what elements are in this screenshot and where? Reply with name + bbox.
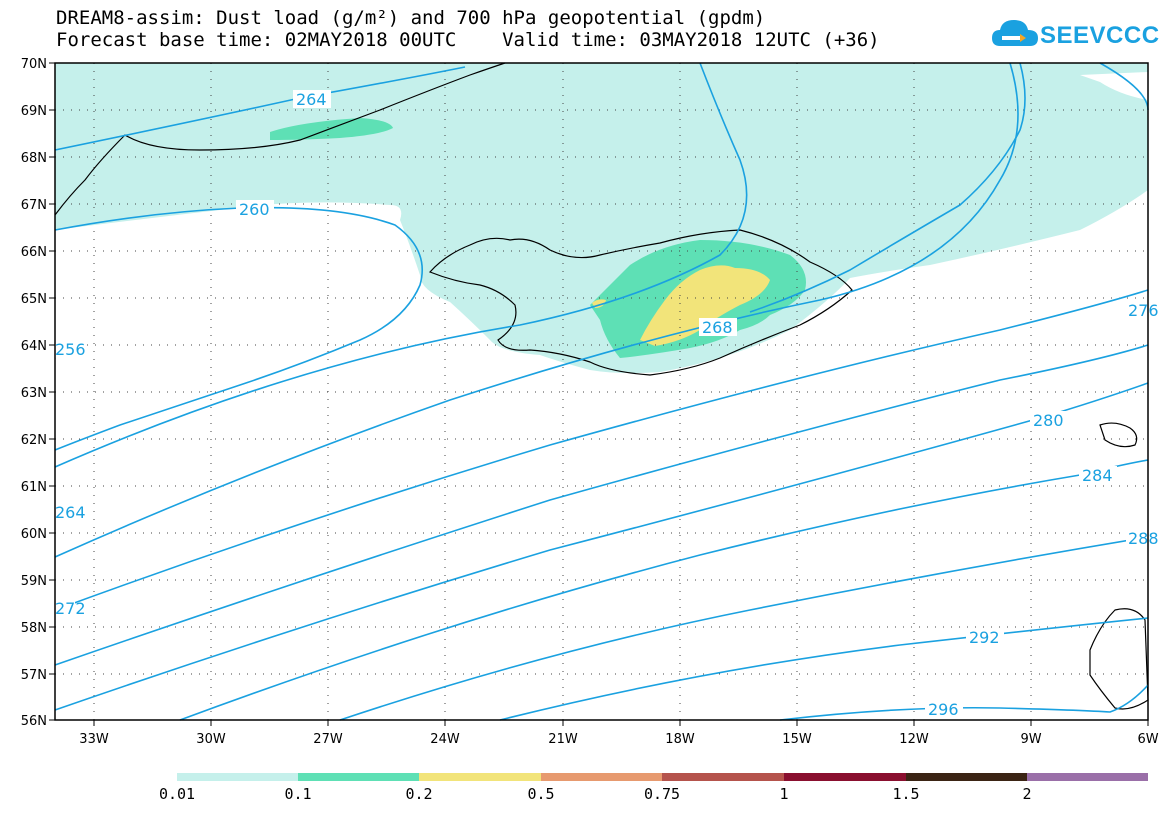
contour-label-280: 280 xyxy=(1033,411,1064,430)
longitude-labels: 33W 30W 27W 24W 21W 18W 15W 12W 9W 6W xyxy=(79,732,1158,747)
lat-label: 69N xyxy=(21,104,47,119)
lat-label: 64N xyxy=(21,339,47,354)
contour-label-276: 276 xyxy=(1128,301,1159,320)
contour-label-264-left: 264 xyxy=(55,503,86,522)
contour-label-272-left: 272 xyxy=(55,599,86,618)
contour-288 xyxy=(339,536,1149,721)
colorbar-swatch xyxy=(784,773,906,781)
contour-276b xyxy=(54,344,1149,666)
dust-area-low-right xyxy=(1080,72,1148,100)
contour-label-260: 260 xyxy=(239,200,270,219)
seevccc-logo: SEEVCCC xyxy=(990,14,1170,58)
lat-label: 68N xyxy=(21,151,47,166)
colorbar-swatch xyxy=(1027,773,1148,781)
lon-label: 33W xyxy=(79,732,109,747)
colorbar-label: 1.5 xyxy=(892,785,920,803)
tick-marks xyxy=(49,62,1149,726)
contour-label-284: 284 xyxy=(1082,466,1113,485)
colorbar-label: 0.01 xyxy=(158,785,196,803)
colorbar-swatch xyxy=(419,773,541,781)
graticule xyxy=(55,63,1148,720)
colorbar-swatch xyxy=(662,773,784,781)
lon-label: 9W xyxy=(1020,732,1041,747)
contour-276 xyxy=(54,289,1149,611)
logo-text: SEEVCCC xyxy=(1040,22,1160,49)
latitude-labels: 70N 69N 68N 67N 66N 65N 64N 63N 62N 61N … xyxy=(21,57,47,729)
lon-label: 6W xyxy=(1137,732,1158,747)
colorbar-label: 1 xyxy=(779,785,789,803)
lon-label: 21W xyxy=(548,732,578,747)
colorbar-label: 0.75 xyxy=(643,785,681,803)
lon-label: 30W xyxy=(196,732,226,747)
dust-area-mid-greenland xyxy=(270,118,393,140)
lon-label: 27W xyxy=(313,732,343,747)
lat-label: 63N xyxy=(21,386,47,401)
contour-296 xyxy=(779,684,1149,721)
contour-label-288: 288 xyxy=(1128,529,1159,548)
greenland-coast xyxy=(54,62,506,216)
dust-area-high xyxy=(640,265,770,346)
dust-area-low xyxy=(55,63,1148,374)
lat-label: 57N xyxy=(21,668,47,683)
colorbar-label: 0.5 xyxy=(527,785,555,803)
lon-label: 24W xyxy=(430,732,460,747)
lat-label: 65N xyxy=(21,292,47,307)
contour-fill-rt xyxy=(749,62,1026,313)
lat-label: 70N xyxy=(21,57,47,72)
iceland-coast xyxy=(428,229,853,376)
lat-label: 60N xyxy=(21,527,47,542)
lat-label: 66N xyxy=(21,245,47,260)
colorbar-label: 0.2 xyxy=(405,785,433,803)
lat-label: 61N xyxy=(21,480,47,495)
lat-label: 56N xyxy=(21,714,47,729)
lat-label: 62N xyxy=(21,433,47,448)
contour-label-296: 296 xyxy=(928,700,959,719)
map-title-line1: DREAM8-assim: Dust load (g/m²) and 700 h… xyxy=(56,7,766,29)
lat-label: 67N xyxy=(21,198,47,213)
colorbar-swatch xyxy=(298,773,419,781)
map-title-line2: Forecast base time: 02MAY2018 00UTC Vali… xyxy=(56,29,880,51)
lat-label: 59N xyxy=(21,574,47,589)
lat-label: 58N xyxy=(21,621,47,636)
contour-292 xyxy=(499,617,1149,721)
cloud-logo-icon xyxy=(992,20,1038,46)
contour-label-256: 256 xyxy=(55,340,86,359)
contour-label-264: 264 xyxy=(296,90,327,109)
contour-268 xyxy=(54,62,748,468)
contour-label-268: 268 xyxy=(702,318,733,337)
lon-label: 18W xyxy=(665,732,695,747)
faroe-coast xyxy=(1099,422,1138,448)
colorbar-swatch xyxy=(906,773,1027,781)
colorbar-swatch xyxy=(177,773,298,781)
lon-label: 15W xyxy=(782,732,812,747)
colorbar-swatch xyxy=(541,773,662,781)
colorbar-label: 2 xyxy=(1022,785,1032,803)
lon-label: 12W xyxy=(899,732,929,747)
contour-labels: 264 260 268 276 280 284 288 292 296 256 … xyxy=(55,90,1159,719)
colorbar-label: 0.1 xyxy=(284,785,312,803)
contour-label-292: 292 xyxy=(969,628,1000,647)
